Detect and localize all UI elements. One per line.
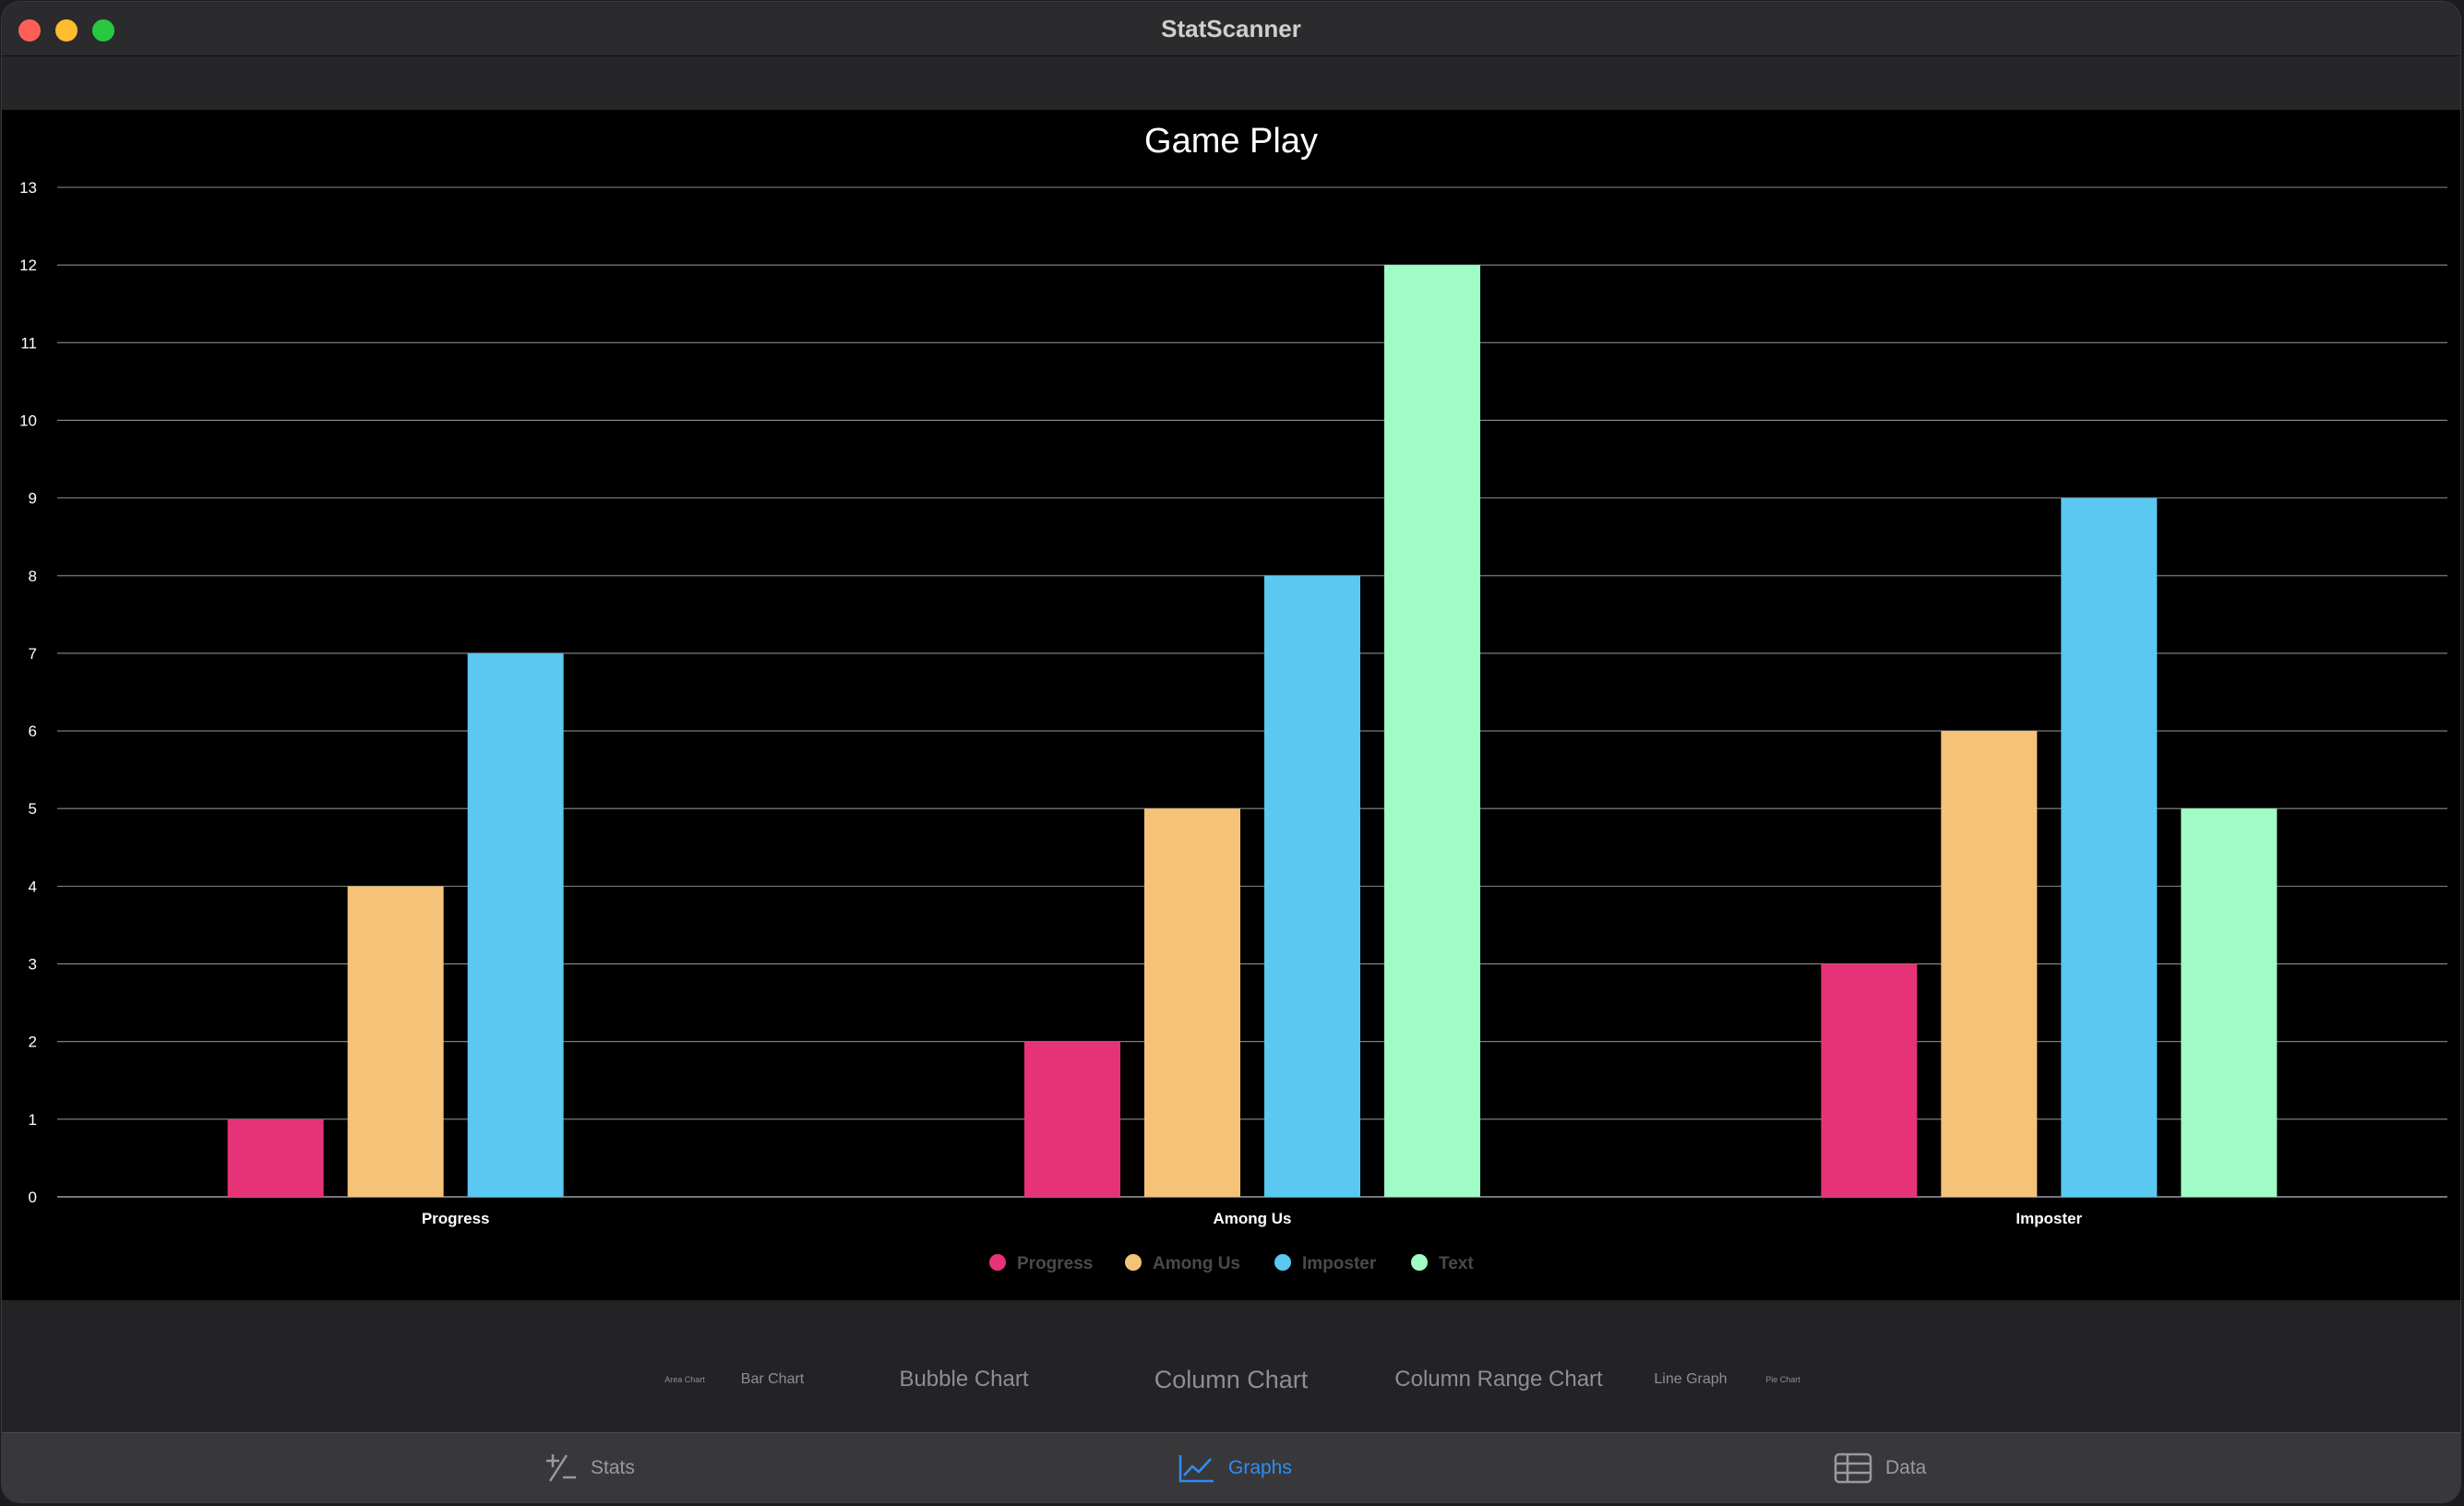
y-tick-label: 4 [29, 878, 37, 895]
legend-marker [1125, 1254, 1142, 1271]
chart-type-bar[interactable]: Bar Chart [731, 1357, 814, 1402]
chart-type-bubble[interactable]: Bubble Chart [851, 1357, 1077, 1402]
chart-title: Game Play [1144, 122, 1318, 161]
y-tick-label: 10 [19, 412, 37, 429]
bar [2181, 808, 2277, 1197]
tab-graphs-label: Graphs [1228, 1457, 1292, 1479]
tab-stats-label: Stats [591, 1457, 635, 1479]
y-tick-label: 13 [19, 179, 37, 197]
chart-type-selector: Area Chart Bar Chart Bubble Chart Column… [2, 1300, 2460, 1432]
y-tick-label: 5 [29, 800, 37, 818]
bar [1144, 808, 1240, 1197]
y-tick-label: 6 [29, 723, 37, 740]
x-tick-label: Among Us [1214, 1210, 1292, 1227]
legend-label[interactable]: Text [1439, 1254, 1474, 1273]
y-tick-label: 2 [29, 1034, 37, 1051]
tab-graphs[interactable]: Graphs [1178, 1433, 1292, 1502]
chart-type-line[interactable]: Line Graph [1645, 1357, 1737, 1402]
bar [2061, 498, 2157, 1197]
legend-label[interactable]: Among Us [1153, 1254, 1240, 1273]
bar [348, 886, 444, 1197]
chart-type-column[interactable]: Column Chart [1088, 1357, 1374, 1402]
table-icon [1834, 1452, 1872, 1484]
legend-marker [1411, 1254, 1428, 1271]
y-tick-label: 3 [29, 956, 37, 974]
x-tick-label: Progress [422, 1210, 490, 1227]
bar [1941, 731, 2037, 1197]
x-tick-label: Imposter [2015, 1210, 2082, 1227]
y-tick-label: 7 [29, 645, 37, 663]
legend-marker [989, 1254, 1006, 1271]
toolbar [2, 56, 2460, 110]
y-tick-label: 12 [19, 257, 37, 274]
bar [1024, 1042, 1120, 1197]
legend-label[interactable]: Progress [1017, 1254, 1093, 1273]
chart-container: Game Play 0 1 2 3 4 5 6 7 8 9 10 11 12 13 Progress Amo… [2, 110, 2460, 1300]
plus-minus-icon [544, 1452, 578, 1484]
window-title: StatScanner [2, 15, 2460, 43]
bar [1821, 964, 1917, 1197]
y-tick-label: 0 [29, 1189, 37, 1206]
title-bar: StatScanner [2, 2, 2460, 56]
bar [1384, 265, 1480, 1197]
tab-data[interactable]: Data [1834, 1433, 1926, 1502]
bar [1264, 576, 1360, 1197]
chart-type-pie[interactable]: Pie Chart [1755, 1357, 1811, 1402]
y-tick-label: 1 [29, 1111, 37, 1129]
chart-type-area[interactable]: Area Chart [652, 1357, 717, 1402]
chart-type-column-range[interactable]: Column Range Chart [1383, 1357, 1614, 1402]
tab-stats[interactable]: Stats [544, 1433, 635, 1502]
line-graph-icon [1178, 1453, 1215, 1483]
y-tick-label: 9 [29, 490, 37, 508]
legend-label[interactable]: Imposter [1302, 1254, 1377, 1273]
tab-bar: Stats Graphs Data [2, 1432, 2460, 1502]
y-tick-label: 8 [29, 568, 37, 585]
tab-data-label: Data [1885, 1457, 1926, 1479]
bar [468, 653, 564, 1197]
legend-marker [1274, 1254, 1291, 1271]
bar [228, 1119, 324, 1197]
y-tick-label: 11 [20, 334, 37, 352]
